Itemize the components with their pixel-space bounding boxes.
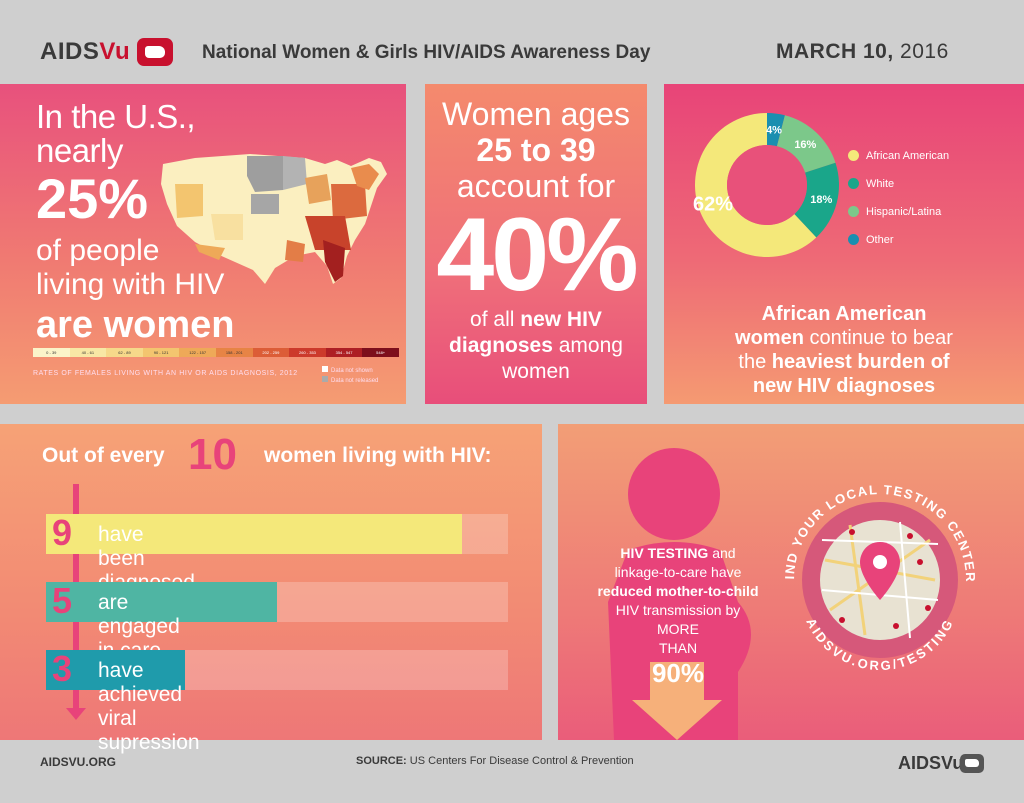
- legend-dot-icon: [848, 206, 859, 217]
- bar-label: have achieved viral supression: [98, 659, 200, 754]
- donut-slice: [695, 113, 817, 257]
- summary-line-2: women continue to bear: [735, 327, 953, 349]
- legend-bin: 0 - 39: [33, 348, 70, 357]
- footer: AIDSVU.ORG SOURCE: US Centers For Diseas…: [0, 745, 1024, 803]
- legend-bin: 202 - 259: [252, 348, 290, 357]
- legend-item: White: [848, 178, 895, 190]
- legend-dot-icon: [848, 234, 859, 245]
- page-title: National Women & Girls HIV/AIDS Awarenes…: [202, 42, 651, 63]
- legend-bin: 40 - 61: [69, 348, 107, 357]
- footer-logo[interactable]: AIDSVu: [898, 753, 964, 773]
- bar-number: 5: [52, 580, 73, 621]
- gray-swatch-icon: [322, 376, 328, 382]
- testing-line-5: MORE: [657, 621, 699, 637]
- age-line-1: Women ages: [442, 96, 630, 132]
- legend-dot-icon: [848, 150, 859, 161]
- continuum-heading-b: women living with HIV:: [264, 444, 492, 467]
- race-donut-chart: 4% 16% 18% 62%: [693, 113, 839, 257]
- legend-label: African American: [866, 150, 950, 162]
- donut-slice-label: 18%: [810, 194, 832, 206]
- summary-line-3: the heaviest burden of: [738, 351, 950, 373]
- donut-slice: [776, 115, 836, 173]
- legend-bin: 122 - 157: [179, 348, 216, 357]
- white-swatch-icon: [322, 366, 328, 372]
- bar-fill: [46, 650, 185, 690]
- testing-line-3: reduced mother-to-child: [597, 583, 759, 599]
- header: AIDSVu National Women & Girls HIV/AIDS A…: [0, 0, 1024, 80]
- headline-line-6: are women: [36, 304, 235, 346]
- us-choropleth-map: [161, 154, 387, 284]
- logo-prefix: AIDS: [40, 38, 100, 65]
- women-share-panel: In the U.S., nearly 25% of people living…: [0, 84, 406, 404]
- legend-bin: 158 - 201: [215, 348, 253, 357]
- note-not-released: Data not released: [322, 376, 378, 386]
- testing-line-2: linkage-to-care have: [614, 564, 742, 580]
- legend-label: Other: [866, 234, 894, 246]
- legend-bin: 548+: [362, 348, 399, 357]
- legend-label: White: [866, 178, 895, 190]
- headline-line-5: living with HIV: [36, 268, 225, 301]
- age-group-panel: Women ages 25 to 39 account for 40% of a…: [425, 84, 647, 404]
- footer-source: SOURCE: US Centers For Disease Control &…: [356, 755, 634, 767]
- testing-line-1: HIV TESTING and: [620, 545, 736, 561]
- testing-message: HIV TESTING and linkage-to-care have red…: [580, 544, 776, 688]
- footer-site-link[interactable]: AIDSVU.ORG: [40, 755, 117, 769]
- testing-line-6: THAN: [658, 640, 698, 656]
- pregnant-woman-icon: [608, 448, 751, 740]
- date-year: 2016: [900, 40, 949, 63]
- legend-item: Other: [848, 234, 894, 246]
- legend-bin: 260 - 353: [289, 348, 326, 357]
- note-not-shown: Data not shown: [322, 366, 378, 376]
- aidsvu-logo[interactable]: AIDSVu: [40, 38, 130, 66]
- bar-fill: [46, 582, 277, 622]
- bar-number: 3: [52, 648, 73, 689]
- donut-slice-label: 4%: [766, 124, 782, 136]
- race-summary: African American women continue to bear …: [664, 302, 1024, 398]
- headline-percent: 25%: [36, 167, 149, 230]
- age-line-2: 25 to 39: [476, 132, 596, 168]
- usa-map-icon: [137, 38, 173, 66]
- map-caption: RATES OF FEMALES LIVING WITH AN HIV OR A…: [33, 370, 298, 377]
- down-arrow-icon: [66, 708, 86, 720]
- legend-bin: 354 - 547: [325, 348, 363, 357]
- donut-slice: [767, 113, 785, 147]
- logo-suffix: Vu: [99, 38, 131, 65]
- age-percent: 40%: [436, 197, 638, 313]
- continuum-heading-a: Out of every: [42, 444, 165, 467]
- testing-line-4: HIV transmission by: [615, 602, 741, 618]
- age-line-7: women: [502, 360, 570, 383]
- age-line-3: account for: [456, 168, 616, 204]
- legend-label: Hispanic/Latina: [866, 206, 942, 218]
- headline-line-1: In the U.S.,: [36, 98, 196, 135]
- race-breakdown-panel: 4% 16% 18% 62% African American women conti…: [664, 84, 1024, 404]
- testing-locator-badge[interactable]: FIND YOUR LOCAL TESTING CENTER: AIDSVU.O…: [770, 470, 990, 690]
- testing-percent: 90%: [651, 658, 705, 688]
- summary-line-4: new HIV diagnoses: [752, 375, 936, 397]
- continuum-heading-number: 10: [188, 430, 237, 479]
- event-date: MARCH 10, 2016: [776, 40, 949, 64]
- legend-item: Hispanic/Latina: [848, 206, 942, 218]
- age-line-5: of all new HIV: [470, 308, 602, 331]
- donut-slice-label: 62%: [693, 193, 733, 215]
- map-notes: Data not shown Data not released: [322, 366, 378, 386]
- legend-bin: 90 - 121: [142, 348, 180, 357]
- date-main: MARCH 10,: [776, 40, 894, 63]
- headline-line-4: of people: [36, 234, 160, 267]
- donut-slice-label: 16%: [794, 139, 816, 151]
- donut-hole: [727, 145, 807, 225]
- usa-map-icon: [960, 754, 984, 773]
- age-line-6: diagnoses among: [449, 334, 623, 357]
- legend-dot-icon: [848, 178, 859, 189]
- headline-line-2: nearly: [36, 132, 123, 169]
- legend-item: African American: [848, 150, 950, 162]
- map-legend: 0 - 39 40 - 61 62 - 89 90 - 121 122 - 157 158…: [33, 348, 399, 357]
- bar-number: 9: [52, 512, 73, 553]
- bar-fill: [46, 514, 462, 554]
- donut-slice: [794, 162, 839, 238]
- summary-line-1: African American: [761, 303, 927, 325]
- legend-bin: 62 - 89: [106, 348, 143, 357]
